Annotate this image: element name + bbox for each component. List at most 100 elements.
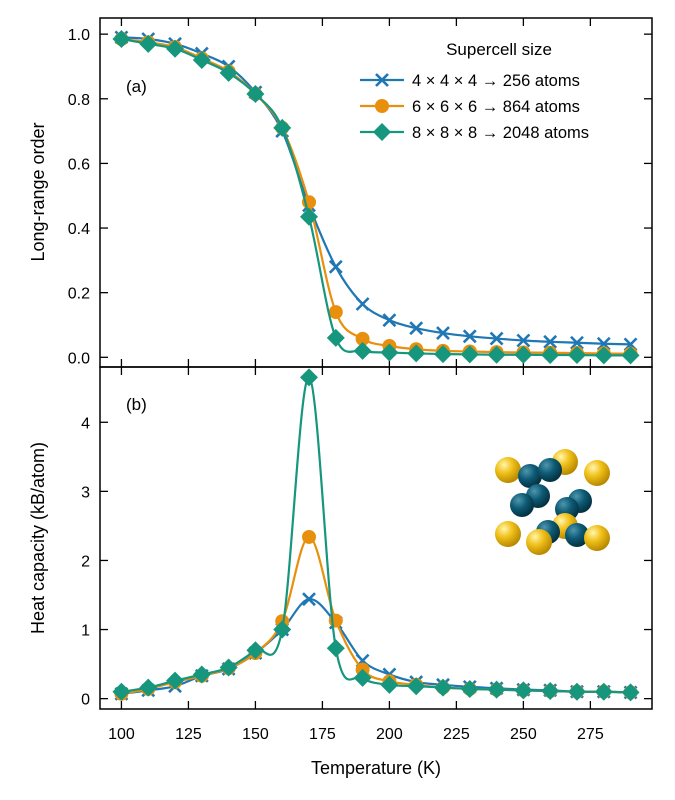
y-tick-label: 0	[81, 692, 90, 709]
data-point	[353, 341, 372, 360]
data-point	[567, 682, 586, 701]
atom-teal	[510, 493, 534, 517]
data-point	[489, 331, 504, 346]
data-point	[541, 682, 560, 701]
data-point	[166, 671, 185, 690]
panel-b-heat-capacity: 100 125 150 175 200 225 250 275 0 1 2 3 4 (b) Heat c…	[28, 366, 653, 778]
data-point	[139, 34, 158, 53]
data-point	[514, 681, 533, 700]
data-point	[567, 346, 586, 365]
data-point	[355, 331, 370, 346]
panel-b-ticks: 100 125 150 175 200 225 250 275 0 1 2 3 4	[81, 367, 652, 743]
legend-marker	[373, 123, 391, 141]
atom-teal	[565, 523, 589, 547]
legend-item: 6 × 6 × 6 → 864 atoms	[360, 98, 580, 116]
data-point	[516, 333, 531, 348]
panel-a-label: (a)	[126, 77, 147, 96]
data-point	[355, 297, 370, 311]
panel-b-label: (b)	[126, 395, 147, 414]
x-tick-label: 125	[175, 726, 202, 743]
data-point	[380, 343, 399, 362]
data-point	[353, 668, 372, 687]
data-point	[433, 678, 452, 697]
data-point	[139, 678, 158, 697]
atom-gold	[526, 529, 552, 555]
panel-a-series	[112, 30, 640, 365]
y-tick-label: 4	[81, 415, 90, 432]
atom-teal	[518, 464, 542, 488]
data-point	[273, 118, 292, 137]
data-point	[112, 682, 131, 701]
data-point	[594, 682, 613, 701]
data-point	[541, 346, 560, 365]
x-tick-label: 150	[242, 726, 269, 743]
legend-label: 4 × 4 × 4 → 256 atoms	[412, 72, 580, 90]
y-tick-label: 0.8	[68, 92, 90, 109]
data-point	[300, 207, 319, 226]
x-tick-label: 200	[376, 726, 403, 743]
series-line	[121, 376, 631, 694]
crystal-structure-inset	[495, 449, 610, 555]
data-point	[246, 84, 265, 103]
x-tick-label: 250	[510, 726, 537, 743]
data-point	[460, 679, 479, 698]
y-tick-label: 0.0	[68, 350, 90, 367]
legend: Supercell size 4 × 4 × 4 → 256 atoms 6 × …	[360, 40, 589, 142]
data-point	[487, 345, 506, 364]
data-point	[462, 329, 477, 344]
legend-label: 6 × 6 × 6 → 864 atoms	[412, 98, 580, 116]
data-point	[621, 683, 640, 702]
y-tick-label: 1.0	[68, 27, 90, 44]
y-tick-label: 2	[81, 553, 90, 570]
legend-items: 4 × 4 × 4 → 256 atoms 6 × 6 × 6 → 864 ato…	[360, 72, 589, 142]
panel-b-frame	[99, 366, 653, 710]
data-point	[407, 677, 426, 696]
legend-marker	[375, 99, 389, 113]
x-tick-label: 175	[309, 726, 336, 743]
data-point	[570, 335, 584, 350]
data-point	[273, 620, 292, 639]
y-tick-label: 0.6	[68, 156, 90, 173]
data-point	[543, 334, 558, 349]
data-point	[328, 305, 343, 320]
data-point	[219, 63, 238, 82]
legend-item: 8 × 8 × 8 → 2048 atoms	[360, 123, 589, 142]
data-point	[380, 675, 399, 694]
data-point	[326, 639, 345, 658]
data-point	[302, 592, 316, 607]
y-tick-label: 3	[81, 484, 90, 501]
atom-gold	[584, 525, 610, 551]
data-point	[300, 368, 319, 387]
x-tick-label: 100	[108, 726, 135, 743]
data-point	[166, 39, 185, 58]
data-point	[302, 529, 317, 544]
series-circle	[114, 529, 638, 701]
data-point	[487, 680, 506, 699]
data-point	[326, 328, 345, 347]
panel-b-y-axis-label: Heat capacity (kB/atom)	[28, 442, 48, 634]
data-point	[112, 30, 131, 49]
y-tick-label: 0.2	[68, 286, 90, 303]
x-axis-label: Temperature (K)	[311, 758, 441, 778]
legend-title: Supercell size	[446, 40, 552, 59]
data-point	[328, 259, 343, 274]
data-point	[621, 346, 640, 365]
data-point	[219, 658, 238, 677]
y-tick-label: 0.4	[68, 221, 90, 238]
panel-b-series	[112, 368, 640, 702]
data-point	[433, 345, 452, 364]
y-tick-label: 1	[81, 623, 90, 640]
atom-gold	[495, 457, 521, 483]
data-point	[514, 345, 533, 364]
data-point	[460, 345, 479, 364]
atom-gold	[584, 460, 610, 486]
atom-teal	[538, 458, 562, 482]
series-diamond	[112, 30, 640, 365]
data-point	[409, 321, 424, 336]
panel-a-y-axis-label: Long-range order	[28, 122, 48, 261]
panel-a-ticks: 0.0 0.2 0.4 0.6 0.8 1.0	[68, 18, 652, 367]
data-point	[192, 665, 211, 684]
legend-marker	[375, 73, 389, 87]
atom-gold	[495, 521, 521, 547]
